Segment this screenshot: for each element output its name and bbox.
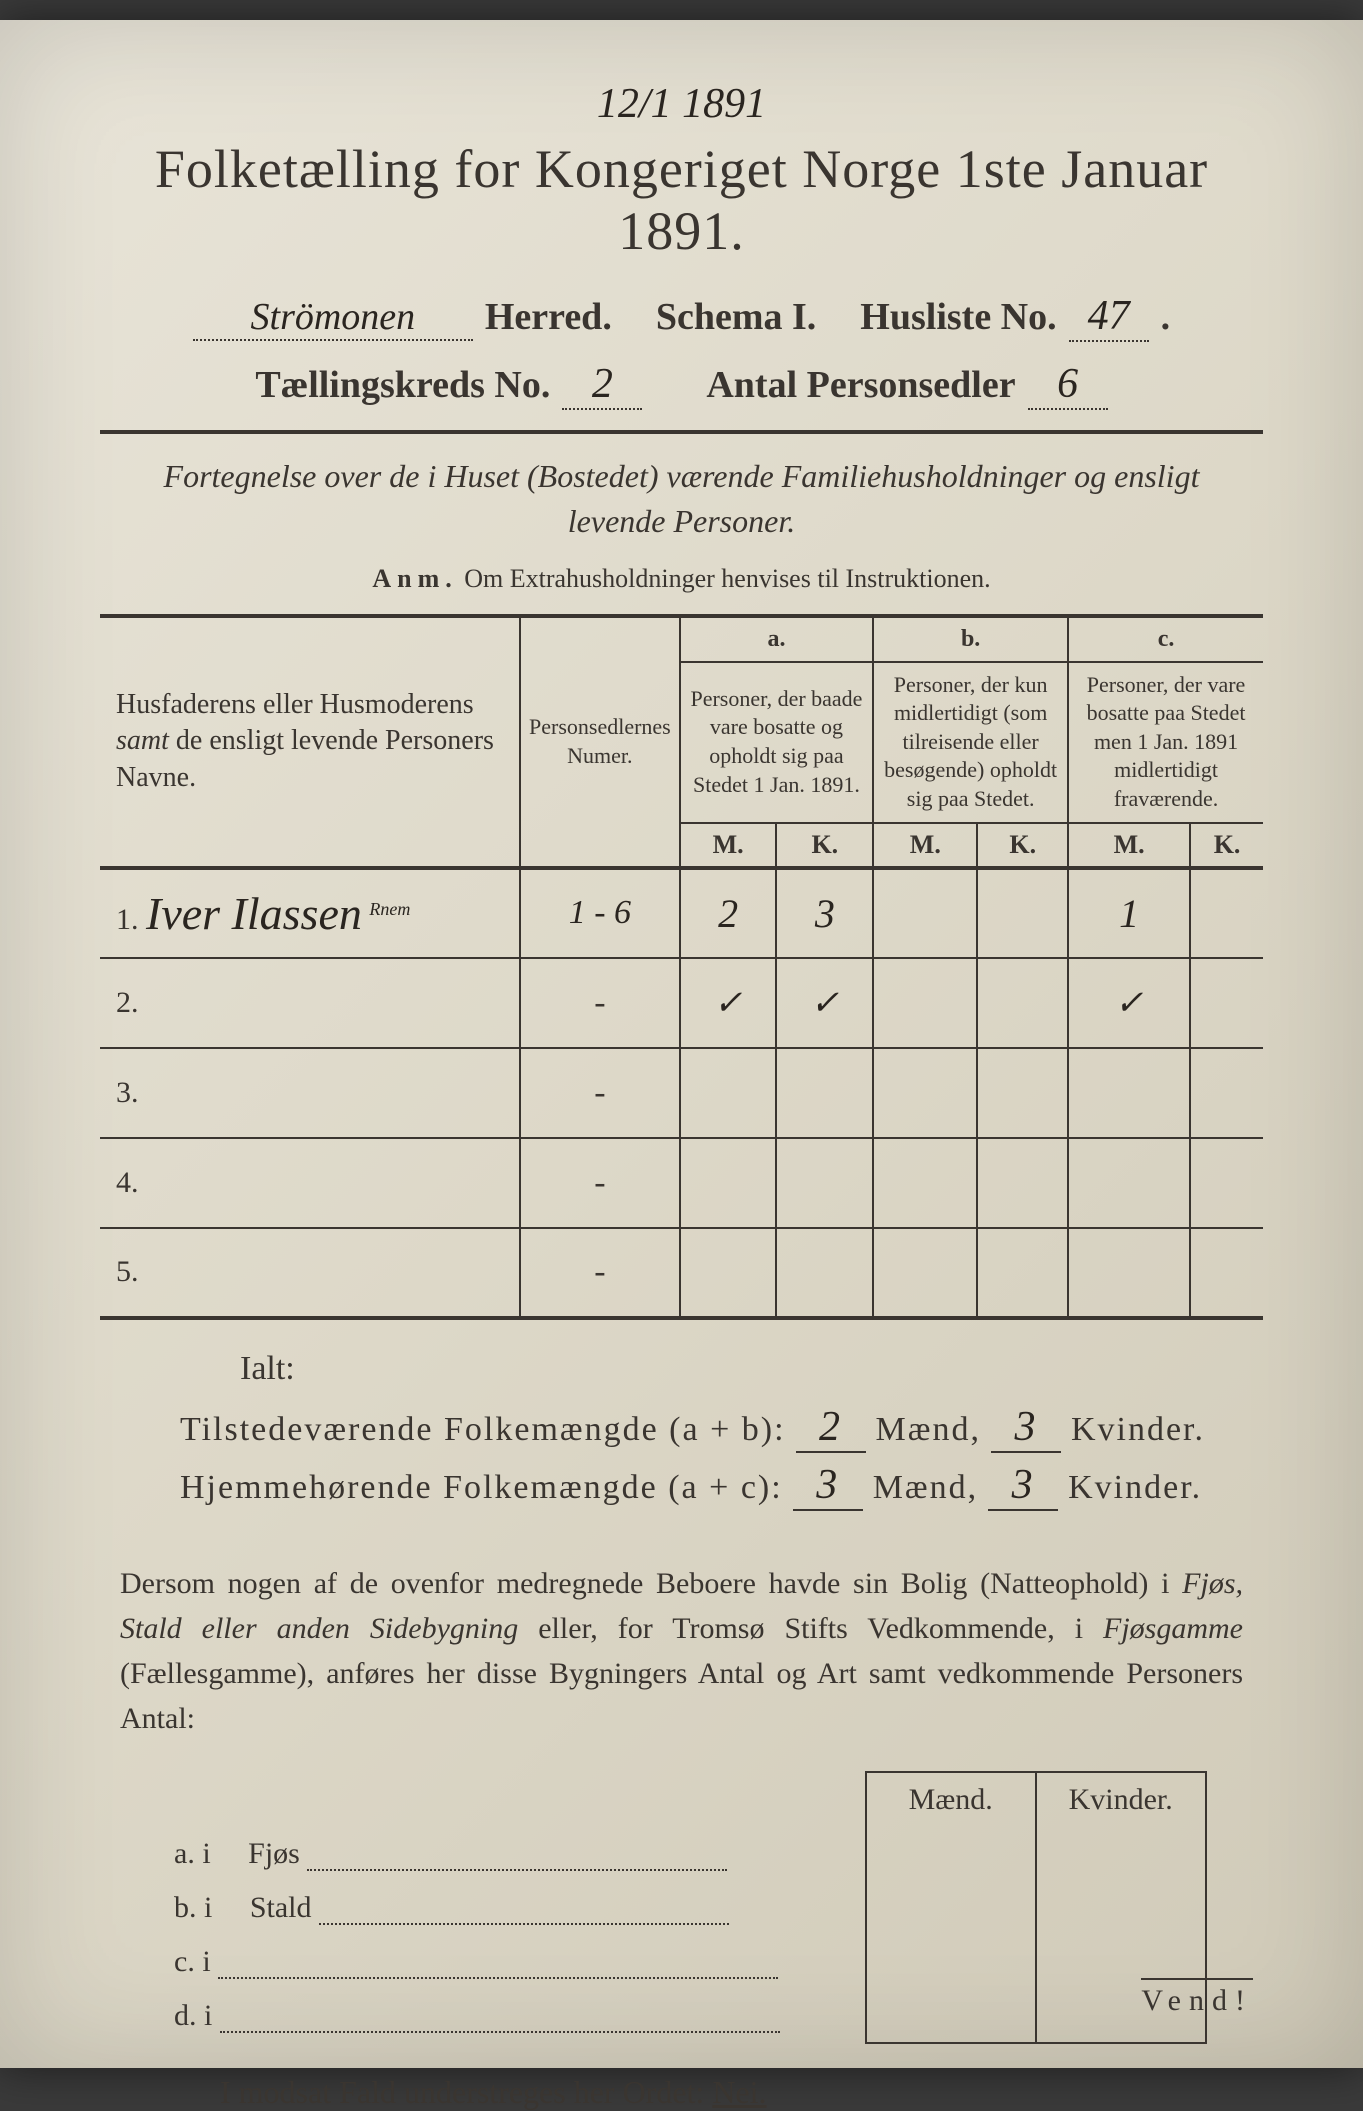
outbuilding-paragraph: Dersom nogen af de ovenfor medregnede Be… xyxy=(120,1561,1243,1741)
row1-cm: 1 xyxy=(1068,868,1190,958)
row4-sedler: - xyxy=(520,1138,680,1228)
col-sedler-header: Personsedlernes Numer. xyxy=(520,616,680,868)
nei-word: Nei. xyxy=(712,2074,766,2110)
col-a-text: Personer, der baade vare bosatte og opho… xyxy=(680,662,873,823)
row3-sedler: - xyxy=(520,1048,680,1138)
hjemme-m: 3 xyxy=(793,1461,863,1511)
husliste-label: Husliste No. xyxy=(860,295,1056,339)
a-m: M. xyxy=(680,823,777,868)
out-head-m: Mænd. xyxy=(866,1772,1036,1827)
kreds-label: Tællingskreds No. xyxy=(255,363,550,407)
row1-name: 1. Iver Ilassen Rnem xyxy=(100,868,520,958)
main-table: Husfaderens eller Husmoderens samt de en… xyxy=(100,614,1263,1320)
col-a-label: a. xyxy=(680,616,873,662)
c-k: K. xyxy=(1190,823,1263,868)
c-m: M. xyxy=(1068,823,1190,868)
row2-bm xyxy=(873,958,977,1048)
ialt-label: Ialt: xyxy=(240,1350,1263,1388)
tilstede-label: Tilstedeværende Folkemængde (a + b): xyxy=(180,1411,786,1449)
out-row: c. i xyxy=(160,1935,1206,1989)
maend-label-2: Mænd, xyxy=(873,1469,978,1507)
row2-ck xyxy=(1190,958,1263,1048)
col-c-text: Personer, der vare bosatte paa Stedet me… xyxy=(1068,662,1263,823)
a-k: K. xyxy=(776,823,873,868)
row1-ak: 3 xyxy=(776,868,873,958)
row2-ak: ✓ xyxy=(776,958,873,1048)
herred-field: Strömonen xyxy=(193,295,473,341)
out-head-k: Kvinder. xyxy=(1036,1772,1206,1827)
personsedler-no: 6 xyxy=(1028,360,1108,410)
row4-name: 4. xyxy=(100,1138,520,1228)
personsedler-label: Antal Personsedler xyxy=(706,363,1015,407)
row2-name: 2. xyxy=(100,958,520,1048)
husliste-no: 47 xyxy=(1069,292,1149,342)
kvinder-label-2: Kvinder. xyxy=(1068,1469,1202,1507)
b-m: M. xyxy=(873,823,977,868)
row5-sedler: - xyxy=(520,1228,680,1318)
schema-label: Schema I. xyxy=(656,295,816,339)
table-row: 2. - ✓ ✓ ✓ xyxy=(100,958,1263,1048)
anm-line: Anm. Om Extrahusholdninger henvises til … xyxy=(100,564,1263,594)
subtitle: Fortegnelse over de i Huset (Bostedet) v… xyxy=(140,454,1223,544)
vend-label: Vend! xyxy=(1141,1978,1253,2018)
out-row: d. i xyxy=(160,1989,1206,2043)
tilstede-m: 2 xyxy=(796,1403,866,1453)
table-row: 1. Iver Ilassen Rnem 1 - 6 2 3 1 xyxy=(100,868,1263,958)
header-line-2: Tællingskreds No. 2 Antal Personsedler 6 xyxy=(100,360,1263,410)
row3-name: 3. xyxy=(100,1048,520,1138)
row1-sedler: 1 - 6 xyxy=(520,868,680,958)
page-title: Folketælling for Kongeriget Norge 1ste J… xyxy=(100,138,1263,262)
table-row: 4. - xyxy=(100,1138,1263,1228)
row2-bk xyxy=(977,958,1068,1048)
out-row: b. i Stald xyxy=(160,1881,1206,1935)
row1-bm xyxy=(873,868,977,958)
table-row: 3. - xyxy=(100,1048,1263,1138)
outbuildings-table: Mænd. Kvinder. a. i Fjøs b. i Stald c. i… xyxy=(160,1771,1207,2044)
col-b-label: b. xyxy=(873,616,1068,662)
anm-text: Om Extrahusholdninger henvises til Instr… xyxy=(464,564,990,593)
col-names-header: Husfaderens eller Husmoderens samt de en… xyxy=(100,616,520,868)
out-row: a. i Fjøs xyxy=(160,1827,1206,1881)
hjemme-label: Hjemmehørende Folkemængde (a + c): xyxy=(180,1469,783,1507)
row2-cm: ✓ xyxy=(1068,958,1190,1048)
anm-label: Anm. xyxy=(372,564,457,593)
col-b-text: Personer, der kun midlertidigt (som tilr… xyxy=(873,662,1068,823)
tilstede-k: 3 xyxy=(991,1403,1061,1453)
maend-label: Mænd, xyxy=(876,1411,981,1449)
kvinder-label: Kvinder. xyxy=(1071,1411,1205,1449)
totals-line-2: Hjemmehørende Folkemængde (a + c): 3 Mæn… xyxy=(180,1461,1263,1511)
row2-sedler: - xyxy=(520,958,680,1048)
row1-ck xyxy=(1190,868,1263,958)
row5-name: 5. xyxy=(100,1228,520,1318)
herred-label: Herred. xyxy=(485,295,612,339)
footer-nei: I modsat Fald understreges her Ordet: Ne… xyxy=(220,2074,1263,2111)
row2-am: ✓ xyxy=(680,958,777,1048)
hjemme-k: 3 xyxy=(988,1461,1058,1511)
kreds-no: 2 xyxy=(562,360,642,410)
top-date: 12/1 1891 xyxy=(100,80,1263,128)
row1-bk xyxy=(977,868,1068,958)
table-row: 5. - xyxy=(100,1228,1263,1318)
header-line-1: Strömonen Herred. Schema I. Husliste No.… xyxy=(100,292,1263,342)
census-form-page: 12/1 1891 Folketælling for Kongeriget No… xyxy=(0,20,1363,2068)
row1-am: 2 xyxy=(680,868,777,958)
col-c-label: c. xyxy=(1068,616,1263,662)
b-k: K. xyxy=(977,823,1068,868)
totals-line-1: Tilstedeværende Folkemængde (a + b): 2 M… xyxy=(180,1403,1263,1453)
divider-1 xyxy=(100,430,1263,434)
